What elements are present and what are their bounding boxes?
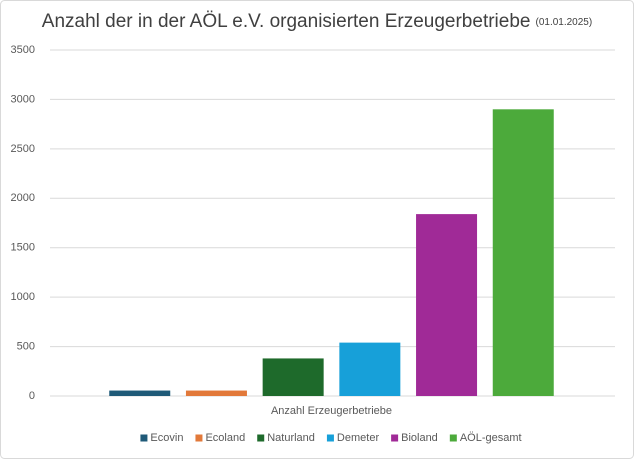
y-tick-label: 500 bbox=[17, 340, 35, 352]
legend-label: Ecoland bbox=[205, 432, 245, 444]
bar bbox=[416, 214, 478, 396]
y-tick-label: 3000 bbox=[11, 93, 35, 105]
x-tick-label: Anzahl Erzeugerbetriebe bbox=[271, 405, 392, 417]
y-tick-label: 1500 bbox=[11, 242, 35, 254]
bar bbox=[109, 390, 171, 396]
legend-swatch bbox=[195, 434, 203, 442]
chart-title: Anzahl der in der AÖL e.V. organisierten… bbox=[42, 11, 531, 32]
y-tick-label: 1000 bbox=[11, 291, 35, 303]
legend-swatch bbox=[326, 434, 334, 442]
legend-label: Ecovin bbox=[150, 432, 183, 444]
y-tick-label: 2000 bbox=[11, 192, 35, 204]
y-tick-label: 2500 bbox=[11, 143, 35, 155]
legend-label: Bioland bbox=[401, 432, 438, 444]
chart-subtitle: (01.01.2025) bbox=[535, 17, 592, 28]
legend-label: AÖL-gesamt bbox=[460, 432, 522, 444]
legend-swatch bbox=[391, 434, 399, 442]
legend-swatch bbox=[449, 434, 457, 442]
legend-swatch bbox=[257, 434, 265, 442]
bar bbox=[262, 358, 324, 396]
legend-label: Demeter bbox=[337, 432, 380, 444]
y-tick-label: 3500 bbox=[11, 44, 35, 56]
bar bbox=[339, 342, 401, 396]
legend-swatch bbox=[140, 434, 148, 442]
chart-title-group: Anzahl der in der AÖL e.V. organisierten… bbox=[42, 11, 592, 32]
bar bbox=[492, 109, 554, 397]
y-tick-label: 0 bbox=[29, 390, 35, 402]
legend-label: Naturland bbox=[267, 432, 315, 444]
bar bbox=[185, 390, 247, 396]
